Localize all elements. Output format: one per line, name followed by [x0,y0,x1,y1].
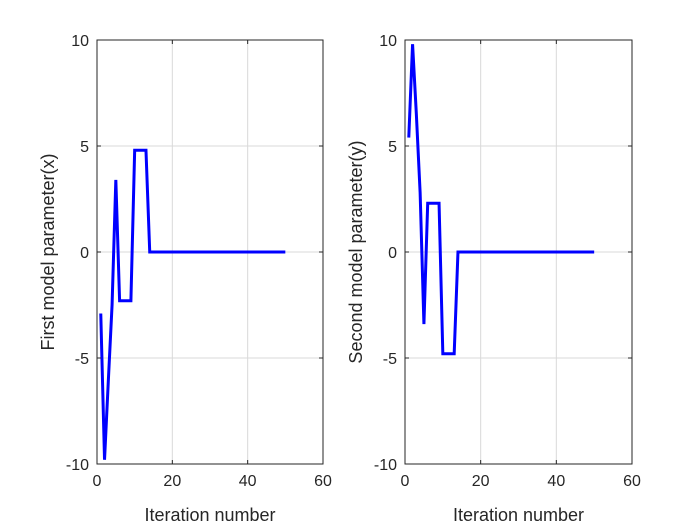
y-tick-label: 5 [80,139,89,156]
x-tick-label: 20 [163,473,181,490]
y-tick-label: 0 [80,245,89,262]
y-tick-label: 10 [71,33,89,50]
right-panel: 0 20 40 60 -10 -5 0 5 10 Iteration number Second m… [346,33,641,525]
series-line [99,148,286,460]
y-tick-label: -5 [383,351,397,368]
left-panel: 0 20 40 60 -10 -5 0 5 10 Iteration number First mo… [38,33,332,525]
y-axis-label: Second model parameter(y) [346,140,366,363]
y-tick-label: 10 [379,33,397,50]
x-tick-label: 20 [472,473,490,490]
y-tick-label: 5 [388,139,397,156]
y-tick-label: -10 [66,457,89,474]
x-tick-label: 0 [93,473,102,490]
series-line [407,44,595,356]
x-tick-label: 60 [623,473,641,490]
y-tick-label: 0 [388,245,397,262]
x-tick-label: 40 [547,473,565,490]
x-tick-label: 40 [239,473,257,490]
x-tick-label: 60 [314,473,332,490]
x-axis-label: Iteration number [453,505,584,525]
x-tick-label: 0 [401,473,410,490]
x-axis-label: Iteration number [144,505,275,525]
y-axis-label: First model parameter(x) [38,153,58,350]
y-tick-label: -10 [374,457,397,474]
y-tick-label: -5 [75,351,89,368]
